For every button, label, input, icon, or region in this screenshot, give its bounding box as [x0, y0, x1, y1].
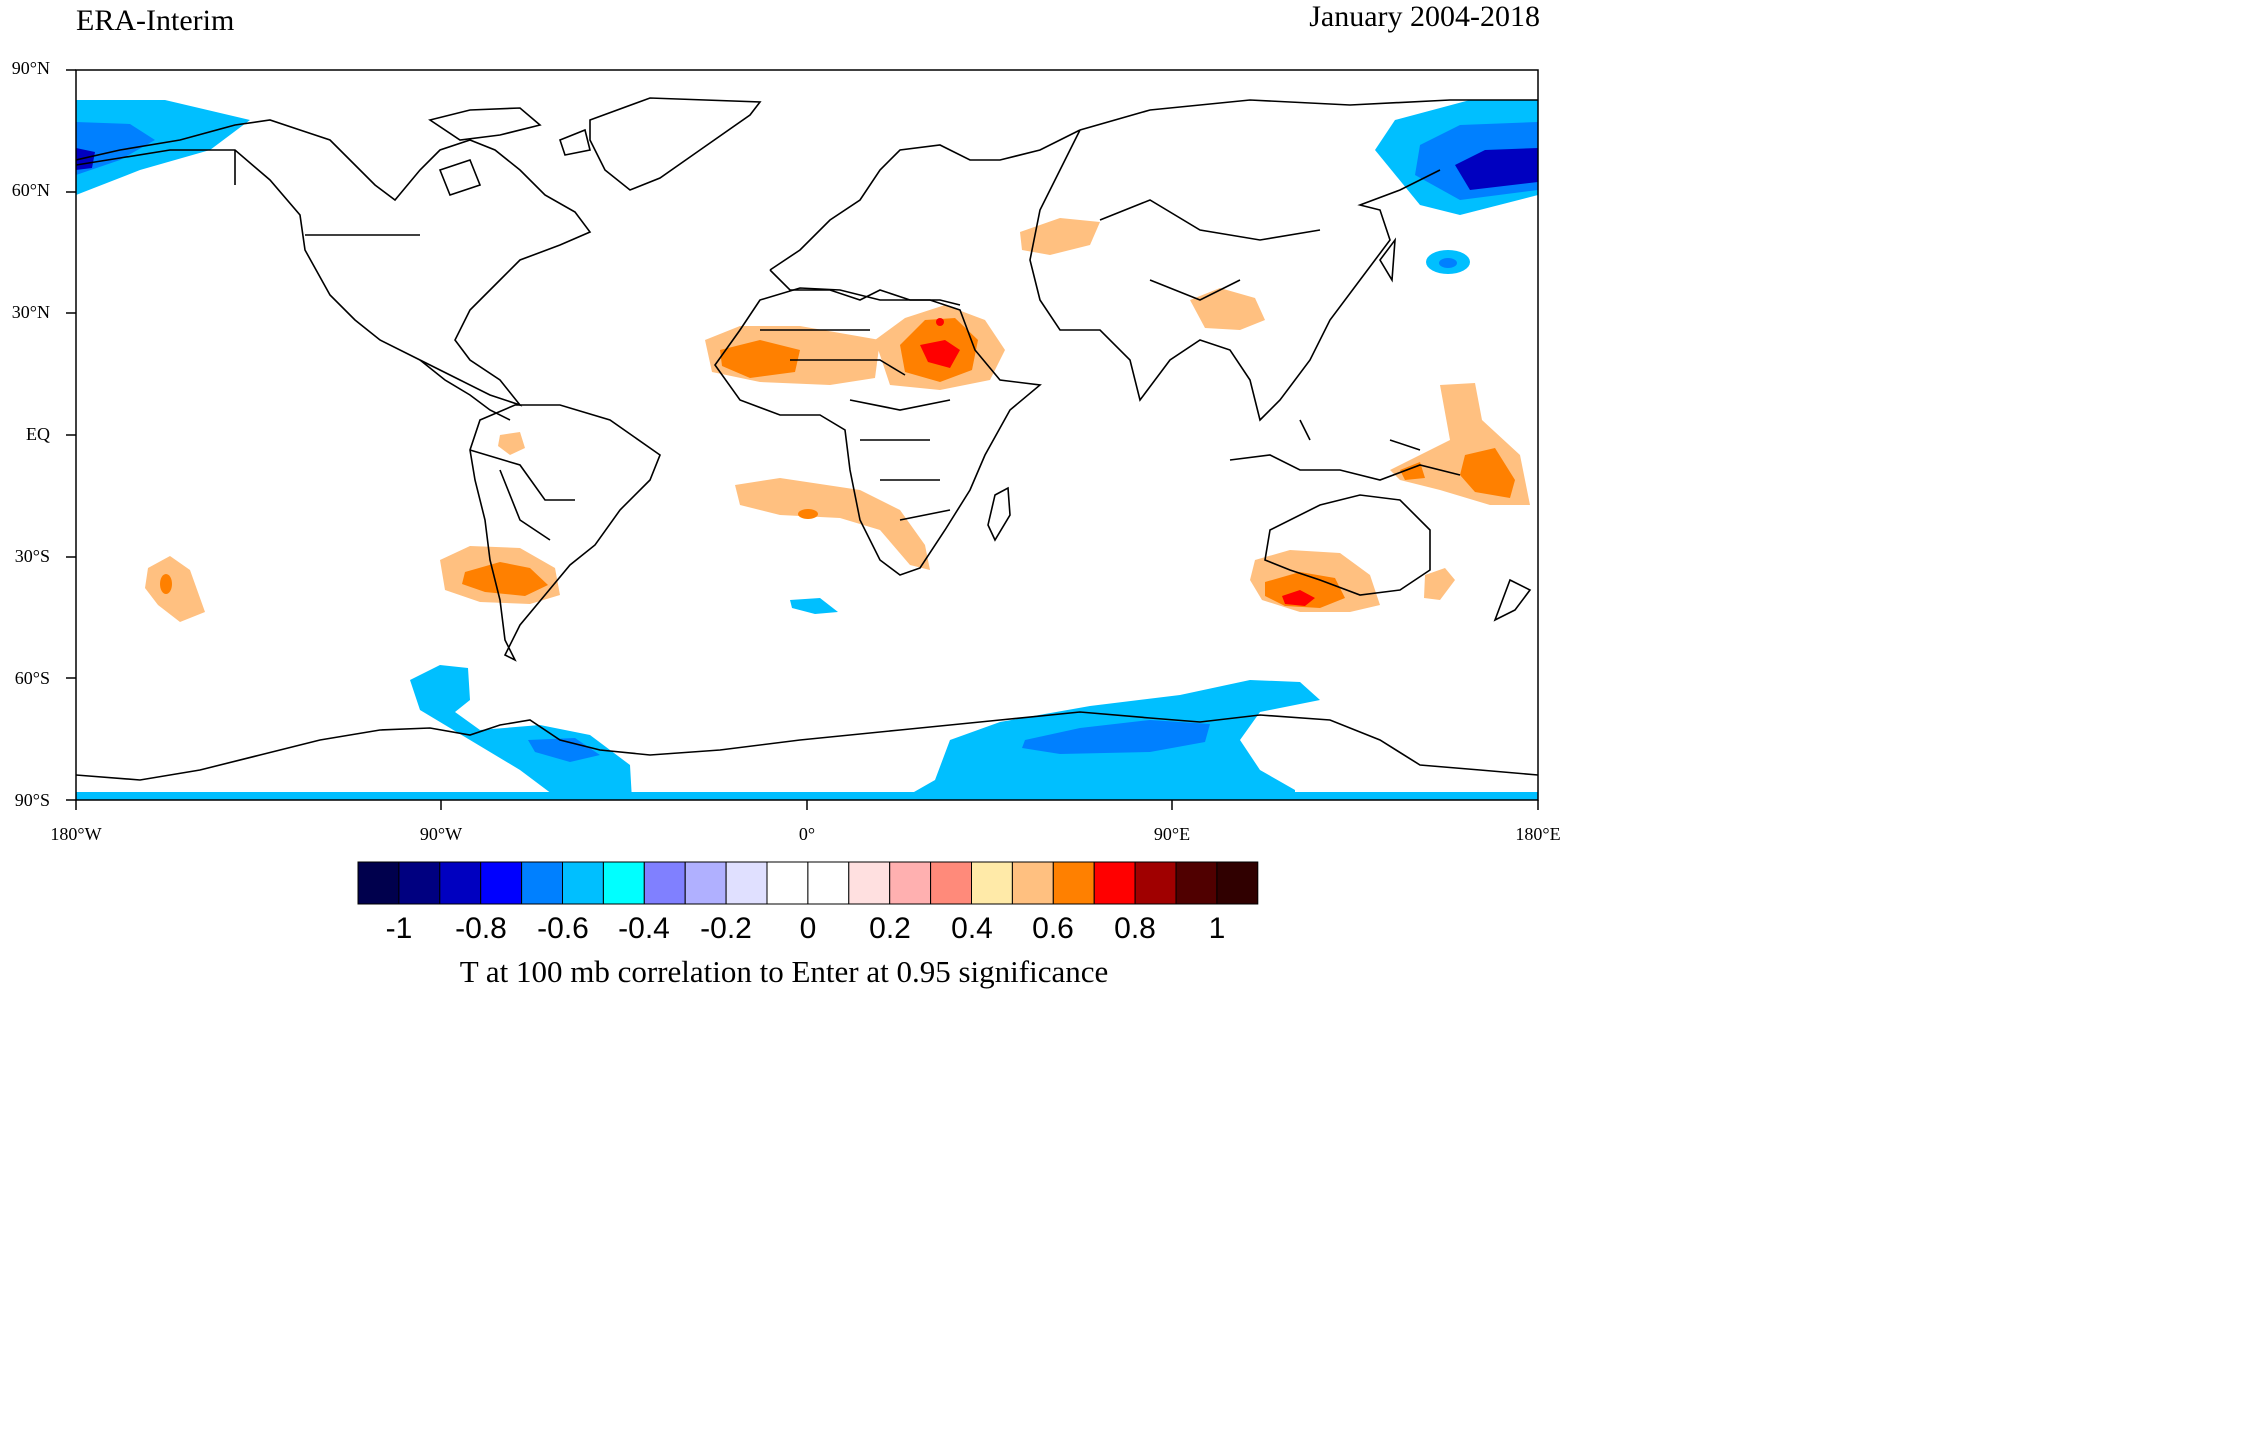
colorbar-swatch [930, 861, 972, 905]
colorbar-swatch [602, 861, 645, 905]
coast-antarctica [76, 711, 1538, 781]
coast-madagascar [987, 486, 1011, 542]
neg-region-ne-core [1455, 148, 1538, 190]
coast-central-america [419, 359, 511, 421]
lon-label-0: 0° [798, 824, 816, 844]
colorbar-swatch [889, 861, 932, 905]
period-label: January 2004-2018 [1309, 0, 1540, 33]
lat-label-30n: 30°N [11, 302, 50, 322]
colorbar [357, 861, 1259, 905]
coast-greenland [589, 97, 762, 191]
colorbar-swatch [684, 861, 727, 905]
neg-region-south-atlantic [790, 598, 838, 614]
colorbar-swatch [643, 861, 686, 905]
coast-australia [1264, 494, 1431, 596]
lon-label-90e: 90°E [1153, 824, 1191, 844]
axis-ticks [66, 69, 1539, 810]
lat-label-30s: 30°S [14, 546, 50, 566]
colorbar-label-1: 1 [1208, 912, 1226, 945]
lon-label-180e: 180°E [1515, 824, 1561, 844]
colorbar-swatch [848, 861, 891, 905]
correlation-field [76, 100, 1538, 800]
coast-indonesia [1229, 419, 1461, 481]
coast-new-zealand [1493, 578, 1532, 622]
colorbar-swatch [1216, 861, 1259, 905]
colorbar-label-08: 0.8 [1114, 912, 1156, 945]
coast-north-america [76, 119, 592, 407]
colorbar-label-04: 0.4 [951, 912, 993, 945]
coast-africa [714, 287, 1042, 576]
colorbar-title: T at 100 mb correlation to Enter at 0.95… [459, 954, 1109, 989]
colorbar-label-02: 0.2 [869, 912, 911, 945]
coastlines [76, 97, 1538, 781]
neg-region-antarctic-peninsula [410, 665, 632, 800]
pos-region-south-pacific [145, 556, 205, 622]
colorbar-swatch [1052, 861, 1095, 905]
colorbar-label-neg02: -0.2 [700, 912, 752, 945]
colorbar-label-06: 0.6 [1032, 912, 1074, 945]
lon-label-90w: 90°W [419, 824, 463, 844]
lat-label-90s: 90°S [14, 790, 50, 810]
colorbar-swatch [480, 861, 523, 905]
colorbar-swatch [807, 861, 850, 905]
pos-region-colombia [498, 432, 525, 455]
coast-japan [1379, 237, 1397, 283]
coast-europe [769, 129, 1081, 306]
pos-region-caspian [1020, 218, 1100, 255]
coast-asia [1029, 99, 1538, 422]
pos-region-south-atlantic [735, 478, 930, 570]
lat-label-90n: 90°N [11, 58, 50, 78]
map-frame [75, 69, 1539, 801]
neg-region-antarctic [76, 792, 1538, 800]
lat-label-eq: EQ [26, 424, 50, 444]
colorbar-swatch [766, 861, 809, 905]
lat-label-60n: 60°N [11, 180, 50, 200]
colorbar-label-neg1: -1 [385, 912, 413, 945]
lon-label-180w: 180°W [50, 824, 102, 844]
map-figure [66, 69, 1539, 905]
colorbar-swatch [1134, 861, 1177, 905]
colorbar-swatch [357, 861, 400, 905]
colorbar-swatch [562, 861, 604, 905]
colorbar-swatch [725, 861, 768, 905]
pos-region-tibet [1190, 288, 1265, 330]
colorbar-swatch [439, 861, 482, 905]
coast-south-america [469, 404, 661, 662]
colorbar-swatch [1093, 861, 1136, 905]
colorbar-label-neg06: -0.6 [537, 912, 589, 945]
lat-label-60s: 60°S [14, 668, 50, 688]
pos-region-egypt-core [920, 340, 960, 368]
pos-region-tasman [1424, 568, 1455, 600]
coast-arctic-islands [428, 107, 591, 196]
colorbar-swatch [521, 861, 563, 905]
colorbar-swatch [971, 861, 1013, 905]
colorbar-label-0: 0 [799, 912, 817, 945]
colorbar-swatch [1011, 861, 1054, 905]
colorbar-swatch [398, 861, 441, 905]
dataset-label: ERA-Interim [76, 4, 235, 37]
colorbar-label-neg08: -0.8 [455, 912, 507, 945]
colorbar-label-neg04: -0.4 [618, 912, 670, 945]
colorbar-swatch [1175, 861, 1218, 905]
